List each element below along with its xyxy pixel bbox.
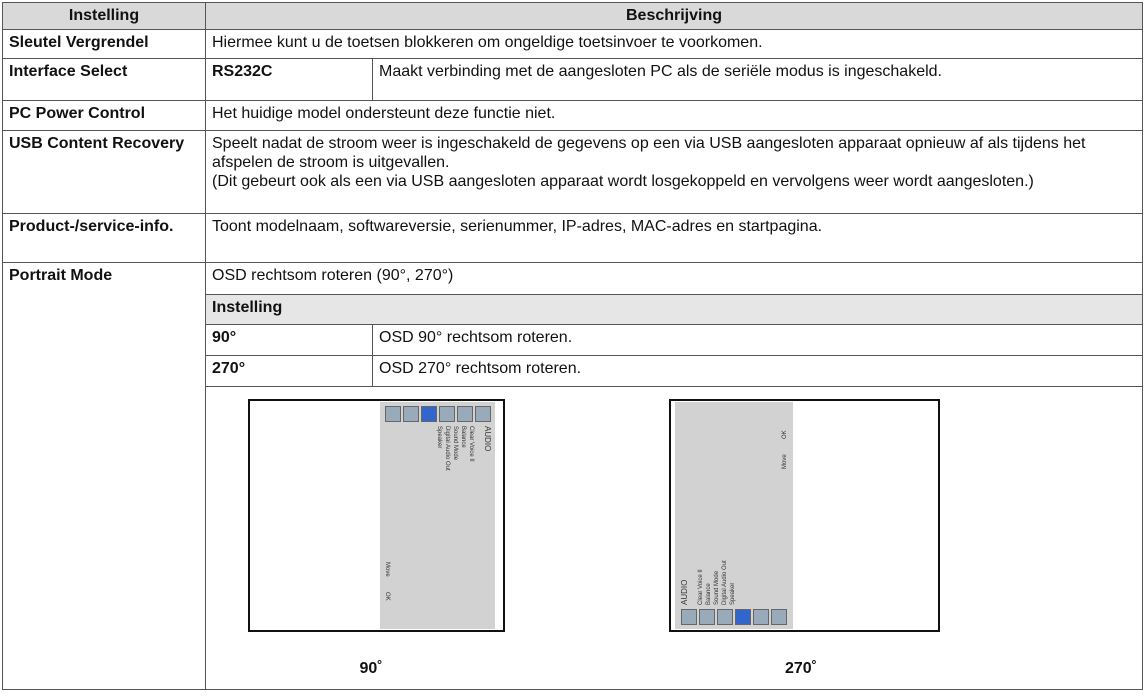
menu-item: Speaker xyxy=(729,582,736,605)
menu-hint: Move xyxy=(781,454,788,469)
menu-icon xyxy=(475,406,491,422)
menu-hint: Move xyxy=(384,562,390,577)
description: OSD 90° rechtsom roteren. xyxy=(372,324,1143,356)
menu-item: Clear Voice II xyxy=(697,569,704,605)
menu-item: Digital Audio Out xyxy=(444,426,450,471)
sub-header: Instelling xyxy=(205,294,1143,325)
paragraph: (Dit gebeurt ook als een via USB aangesl… xyxy=(212,173,1034,190)
osd-menu: AUDIO Clear Voice II Balance Sound Mode Digi… xyxy=(677,402,792,629)
menu-icon xyxy=(698,609,715,625)
setting: Sleutel Vergrendel xyxy=(2,29,206,59)
monitor-frame: AUDIO Clear Voice II Balance Sound Mode Digi… xyxy=(248,399,505,632)
setting: USB Content Recovery xyxy=(2,130,206,214)
description: Speelt nadat de stroom weer is ingeschak… xyxy=(205,130,1143,214)
menu-icon xyxy=(421,406,437,422)
image-caption: 270˚ xyxy=(784,660,818,677)
description: Hiermee kunt u de toetsen blokkeren om o… xyxy=(205,29,1143,59)
header-cell: Beschrijving xyxy=(205,2,1143,30)
menu-item: Sound Mode xyxy=(713,570,720,605)
option: 270° xyxy=(205,355,373,387)
setting: Product-/service-info. xyxy=(2,213,206,263)
description: OSD 270° rechtsom roteren. xyxy=(372,355,1143,387)
menu-icon xyxy=(770,609,787,625)
menu-hint: OK xyxy=(384,592,390,601)
option: RS232C xyxy=(205,58,373,101)
description: OSD rechtsom roteren (90°, 270°) xyxy=(205,262,1143,295)
header-row: Instelling Beschrijving xyxy=(2,2,1143,30)
menu-item: Balance xyxy=(460,426,466,448)
osd-panel: AUDIO Clear Voice II Balance Sound Mode Digi… xyxy=(380,402,495,629)
option: 90° xyxy=(205,324,373,356)
image-caption: 90˚ xyxy=(359,660,383,677)
monitor-frame: AUDIO Clear Voice II Balance Sound Mode Digi… xyxy=(669,399,940,632)
header-cell: Instelling xyxy=(2,2,206,30)
menu-item: Digital Audio Out xyxy=(721,560,728,605)
menu-icon xyxy=(385,406,401,422)
menu-hint: OK xyxy=(781,430,788,439)
menu-icon xyxy=(439,406,455,422)
setting: Portrait Mode xyxy=(2,262,206,690)
menu-icon xyxy=(680,609,697,625)
menu-icon xyxy=(734,609,751,625)
osd-panel: AUDIO Clear Voice II Balance Sound Mode Digi… xyxy=(675,402,793,629)
description: Maakt verbinding met de aangesloten PC a… xyxy=(372,58,1143,101)
setting: Interface Select xyxy=(2,58,206,101)
menu-item: Clear Voice II xyxy=(468,426,474,462)
osd-menu: AUDIO Clear Voice II Balance Sound Mode Digi… xyxy=(380,402,495,629)
setting: PC Power Control xyxy=(2,100,206,131)
menu-title: AUDIO xyxy=(483,426,492,452)
menu-icon xyxy=(716,609,733,625)
menu-icon xyxy=(403,406,419,422)
image-cell: AUDIO Clear Voice II Balance Sound Mode Digi… xyxy=(205,386,1143,690)
paragraph: Speelt nadat de stroom weer is ingeschak… xyxy=(212,135,1086,171)
menu-item: Speaker xyxy=(436,426,442,449)
description: Het huidige model ondersteunt deze funct… xyxy=(205,100,1143,131)
menu-title: AUDIO xyxy=(679,579,689,605)
menu-item: Balance xyxy=(705,583,712,605)
description: Toont modelnaam, softwareversie, serienu… xyxy=(205,213,1143,263)
menu-icon xyxy=(752,609,769,625)
menu-item: Sound Mode xyxy=(452,426,458,461)
menu-icon xyxy=(457,406,473,422)
